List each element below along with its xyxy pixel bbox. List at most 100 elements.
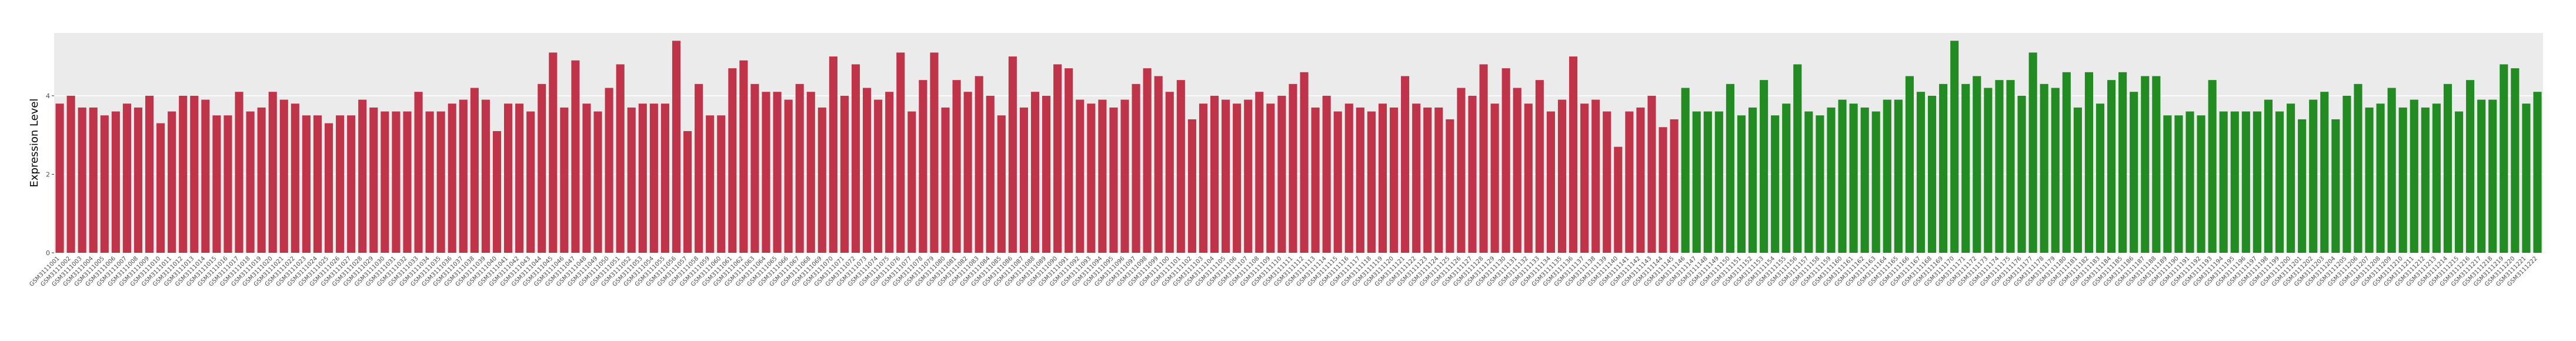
bar: [762, 92, 770, 253]
bar: [100, 115, 109, 253]
bar: [246, 111, 255, 253]
bar: [1277, 95, 1286, 253]
bar: [268, 92, 277, 253]
bar: [425, 111, 434, 253]
bar: [638, 103, 647, 253]
bar: [2084, 72, 2093, 253]
bar: [1827, 107, 1836, 253]
bar: [672, 41, 681, 253]
bar: [504, 103, 513, 253]
bar: [2500, 64, 2508, 253]
bar: [1749, 107, 1757, 253]
bar: [1737, 115, 1746, 253]
bar: [1479, 64, 1488, 253]
bar: [2219, 111, 2228, 253]
bar: [1849, 103, 1858, 253]
bar: [1446, 119, 1454, 253]
bar: [1524, 103, 1533, 253]
bar: [212, 115, 221, 253]
bar: [1883, 99, 1891, 253]
bar: [2208, 80, 2217, 253]
bar: [1816, 115, 1824, 253]
bar: [1053, 64, 1062, 253]
bar: [2376, 103, 2385, 253]
bar: [1065, 68, 1073, 253]
bar: [1726, 83, 1734, 253]
bar: [605, 88, 613, 253]
bar: [1569, 56, 1578, 253]
bar: [1233, 103, 1242, 253]
bar: [986, 95, 995, 253]
bar: [1457, 88, 1466, 253]
bar: [538, 83, 546, 253]
bar: [145, 95, 154, 253]
bar: [1659, 127, 1667, 253]
y-tick-label: 4: [46, 92, 50, 100]
bar: [1714, 111, 1723, 253]
bar: [358, 99, 367, 253]
bar: [1289, 83, 1297, 253]
bar: [2398, 107, 2407, 253]
bar: [324, 123, 333, 253]
bar: [1222, 99, 1230, 253]
bar: [1176, 80, 1185, 253]
bar: [616, 64, 625, 253]
bar: [122, 103, 131, 253]
bar: [1412, 103, 1421, 253]
bar: [806, 92, 815, 253]
bar: [1782, 103, 1791, 253]
bar: [695, 83, 703, 253]
bar: [448, 103, 456, 253]
bar: [1939, 83, 1948, 253]
bar: [2365, 107, 2374, 253]
bar: [392, 111, 401, 253]
bar: [571, 60, 580, 253]
bar: [2343, 95, 2351, 253]
bar: [436, 111, 445, 253]
bar: [582, 103, 591, 253]
bar: [1557, 99, 1567, 253]
bar: [1625, 111, 1634, 253]
bar: [1344, 103, 1353, 253]
bar: [89, 107, 98, 253]
bar: [156, 123, 165, 253]
bar: [1535, 80, 1544, 253]
bar: [1076, 99, 1085, 253]
bar: [2264, 99, 2273, 253]
bar: [2287, 103, 2295, 253]
bar: [1423, 107, 1432, 253]
bar: [593, 111, 602, 253]
bar: [941, 107, 950, 253]
bar: [347, 115, 356, 253]
bar: [313, 115, 322, 253]
bar: [1434, 107, 1443, 253]
bar: [1670, 119, 1679, 253]
bar: [291, 103, 299, 253]
bar: [2017, 95, 2026, 253]
bar: [1546, 111, 1555, 253]
bar: [1928, 95, 1937, 253]
bar: [907, 111, 916, 253]
bar: [1019, 107, 1029, 253]
bar: [1322, 95, 1331, 253]
bar: [2141, 76, 2150, 253]
bar: [1154, 76, 1163, 253]
bar: [1356, 107, 1364, 253]
bar: [1042, 95, 1051, 253]
bar: [649, 103, 658, 253]
bar: [795, 83, 804, 253]
bar: [1973, 76, 1981, 253]
bar: [2152, 76, 2161, 253]
bar: [1871, 111, 1880, 253]
bar: [1501, 68, 1510, 253]
bar: [78, 107, 86, 253]
bar: [660, 103, 669, 253]
bar: [2354, 83, 2363, 253]
bar: [1120, 99, 1129, 253]
bar: [885, 92, 894, 253]
bar: [1210, 95, 1219, 253]
bar: [1614, 146, 1623, 253]
bar: [627, 107, 636, 253]
bar: [2432, 103, 2441, 253]
bar: [2466, 80, 2475, 253]
